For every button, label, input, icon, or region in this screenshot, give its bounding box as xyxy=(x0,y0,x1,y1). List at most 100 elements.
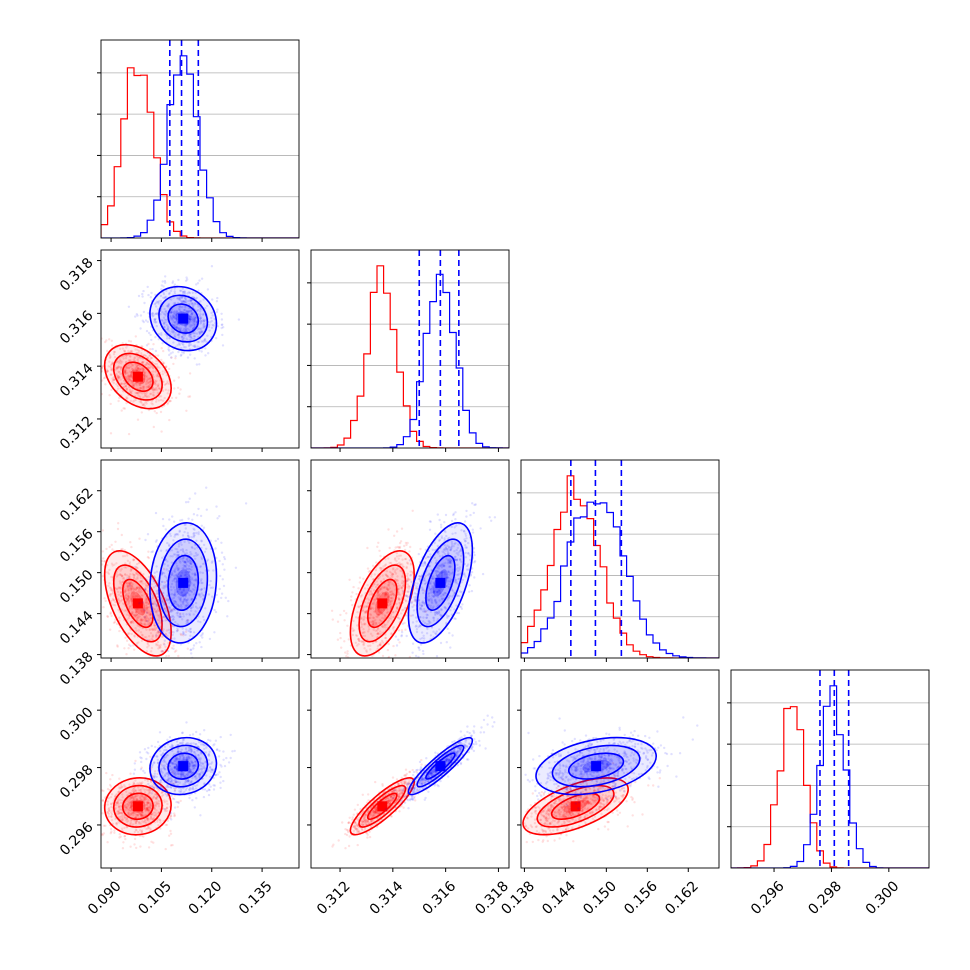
scatter-point xyxy=(142,387,145,391)
scatter-point xyxy=(110,562,114,565)
scatter-point xyxy=(189,659,191,661)
scatter-point xyxy=(155,604,159,607)
scatter-point xyxy=(403,621,406,625)
scatter-point xyxy=(244,502,248,505)
scatter-point xyxy=(126,594,130,597)
scatter-point xyxy=(125,376,128,379)
scatter-point xyxy=(377,627,380,631)
scatter-point xyxy=(161,517,165,521)
scatter-point xyxy=(226,615,229,618)
scatter-point xyxy=(171,515,174,518)
scatter-point xyxy=(397,629,401,632)
scatter-point xyxy=(471,531,475,534)
scatter-point xyxy=(134,315,137,318)
scatter-point xyxy=(168,291,171,295)
scatter-point xyxy=(400,634,403,637)
scatter-point xyxy=(123,370,126,373)
scatter-point xyxy=(118,347,122,351)
scatter-point xyxy=(151,602,154,605)
scatter-point xyxy=(384,573,387,576)
scatter-point xyxy=(146,642,149,646)
scatter-point xyxy=(174,620,177,624)
scatter-point xyxy=(182,564,185,567)
scatter-point xyxy=(360,617,363,621)
scatter-point xyxy=(143,354,147,357)
scatter-point xyxy=(396,567,399,571)
scatter-point xyxy=(141,361,144,364)
scatter-point xyxy=(164,597,167,600)
scatter-point xyxy=(183,564,187,568)
scatter-point xyxy=(117,597,120,601)
scatter-point xyxy=(120,362,123,365)
scatter-point xyxy=(163,602,166,605)
scatter-point xyxy=(394,569,397,572)
scatter-point xyxy=(365,610,368,613)
scatter-point xyxy=(149,632,153,635)
scatter-point xyxy=(402,584,405,588)
scatter-point xyxy=(175,562,178,565)
scatter-point xyxy=(179,561,182,564)
scatter-point xyxy=(153,410,156,413)
scatter-point xyxy=(142,320,145,324)
scatter-point xyxy=(189,310,193,313)
scatter-point xyxy=(123,382,126,385)
scatter-point xyxy=(170,549,174,552)
scatter-point xyxy=(149,616,152,620)
scatter-point xyxy=(125,366,128,370)
scatter-point xyxy=(152,391,155,394)
scatter-point xyxy=(154,312,157,316)
scatter-point xyxy=(223,568,226,571)
scatter-point xyxy=(216,600,220,603)
scatter-point xyxy=(168,382,171,386)
scatter-point xyxy=(358,639,361,643)
scatter-point xyxy=(384,615,387,618)
scatter-point xyxy=(382,565,385,568)
scatter-point xyxy=(155,565,158,568)
scatter-point xyxy=(129,358,132,362)
scatter-point xyxy=(121,547,124,551)
scatter-point xyxy=(174,313,178,316)
scatter-point xyxy=(188,589,191,592)
scatter-point xyxy=(144,616,147,619)
scatter-point xyxy=(113,378,116,382)
scatter-point xyxy=(164,281,167,284)
y-tick-label: 0.138 xyxy=(57,649,97,689)
scatter-point xyxy=(122,354,126,358)
scatter-point xyxy=(192,320,196,324)
scatter-point xyxy=(188,571,191,574)
scatter-point xyxy=(170,608,173,612)
scatter-point xyxy=(192,584,196,587)
scatter-point xyxy=(390,632,393,635)
scatter-point xyxy=(182,612,185,616)
scatter-point xyxy=(352,585,355,589)
scatter-point xyxy=(142,609,145,612)
scatter-point xyxy=(149,356,153,360)
scatter-point xyxy=(174,335,177,338)
scatter-point xyxy=(388,581,391,584)
scatter-point xyxy=(156,609,159,612)
scatter-point xyxy=(134,348,137,351)
scatter-point xyxy=(127,432,131,436)
scatter-point xyxy=(187,311,190,314)
scatter-point xyxy=(145,344,149,347)
scatter-point xyxy=(181,295,184,299)
scatter-point xyxy=(192,532,195,535)
scatter-point xyxy=(383,564,387,567)
scatter-point xyxy=(112,381,116,385)
scatter-point xyxy=(373,624,377,627)
scatter-point xyxy=(139,386,143,389)
scatter-point xyxy=(121,575,124,578)
scatter-point xyxy=(401,558,404,561)
scatter-point xyxy=(179,299,183,303)
scatter-point xyxy=(164,333,167,336)
scatter-point xyxy=(104,383,107,386)
scatter-point xyxy=(173,814,176,818)
scatter-point xyxy=(184,300,187,303)
scatter-point xyxy=(174,588,177,592)
scatter-point xyxy=(397,546,400,549)
scatter-point xyxy=(207,352,210,355)
scatter-point xyxy=(133,648,136,651)
scatter-point xyxy=(192,332,195,335)
scatter-point xyxy=(104,340,107,344)
scatter-point xyxy=(193,528,196,531)
